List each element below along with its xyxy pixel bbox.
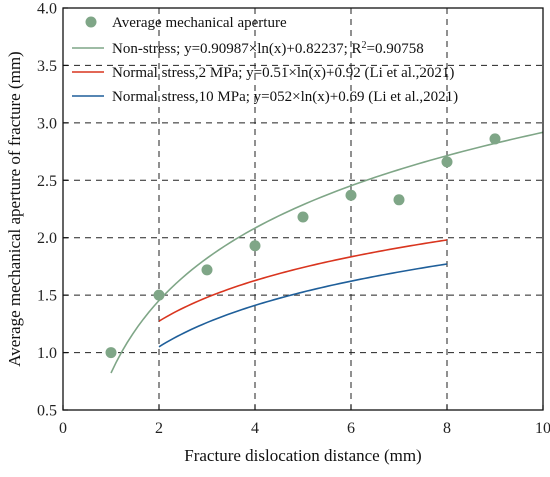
legend-marker-average-aperture [85,16,97,28]
x-tick-label: 2 [155,420,163,437]
data-point [489,133,501,145]
x-tick-label: 0 [59,420,67,437]
data-point [249,240,261,252]
x-tick-label: 8 [443,420,451,437]
data-point [441,156,453,168]
grid [63,8,543,410]
legend-label-non-stress-main: Non-stress; y=0.90987×ln(x)+0.82237; R [112,41,362,57]
y-tick-label: 3.5 [37,58,57,75]
y-tick-label: 3.0 [37,115,57,132]
y-tick-label: 1.5 [37,288,57,305]
data-point [153,289,165,301]
data-point [105,347,117,359]
x-tick-label: 4 [251,420,259,437]
y-tick-label: 2.5 [37,173,57,190]
plot-area-frame [62,7,544,411]
series-layer [105,131,544,374]
y-tick-label: 4.0 [37,1,57,18]
y-tick-label: 2.0 [37,230,57,247]
data-point [201,264,213,276]
y-tick-label: 1.0 [37,345,57,362]
series-line-2 [158,239,448,322]
legend-label-non-stress-sup: 2 [362,40,367,51]
x-tick-label: 10 [535,420,550,437]
data-point [297,211,309,223]
legend: Average mechanical aperture Non-stress; … [72,15,458,105]
axis-ticks: 0 2 4 6 8 10 0.5 1.0 1.5 2.0 2.5 3.0 3.5 4.0 [37,1,550,438]
y-tick-label: 0.5 [37,403,57,420]
data-point [393,194,405,206]
x-axis-title: Fracture dislocation distance (mm) [184,446,421,465]
series-line-3 [158,263,448,348]
data-point [345,189,357,201]
legend-label-non-stress-tail: =0.90758 [367,41,424,57]
legend-label-average-aperture: Average mechanical aperture [112,15,287,31]
legend-label-non-stress: Non-stress; y=0.90987×ln(x)+0.82237; R2=… [112,40,424,58]
y-axis-title: Average mechanical aperture of fracture … [5,51,24,366]
legend-label-normal-stress-2mpa: Normal stress,2 MPa; y=0.51×ln(x)+0.92 (… [112,65,454,81]
series-line-1 [110,131,544,374]
x-tick-label: 6 [347,420,355,437]
legend-label-normal-stress-10mpa: Normal stress,10 MPa; y=052×ln(x)+0.69 (… [112,89,458,105]
